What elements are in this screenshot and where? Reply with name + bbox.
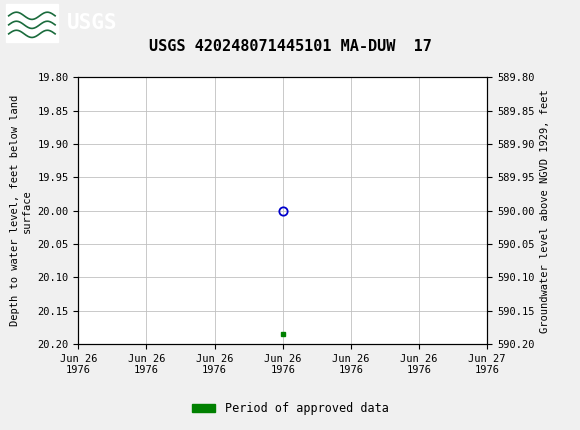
Y-axis label: Depth to water level, feet below land
surface: Depth to water level, feet below land su… [10,95,32,326]
Text: USGS: USGS [67,12,117,33]
Text: USGS 420248071445101 MA-DUW  17: USGS 420248071445101 MA-DUW 17 [148,39,432,54]
Legend: Period of approved data: Period of approved data [187,397,393,420]
Bar [6,3,58,42]
Y-axis label: Groundwater level above NGVD 1929, feet: Groundwater level above NGVD 1929, feet [540,89,550,332]
